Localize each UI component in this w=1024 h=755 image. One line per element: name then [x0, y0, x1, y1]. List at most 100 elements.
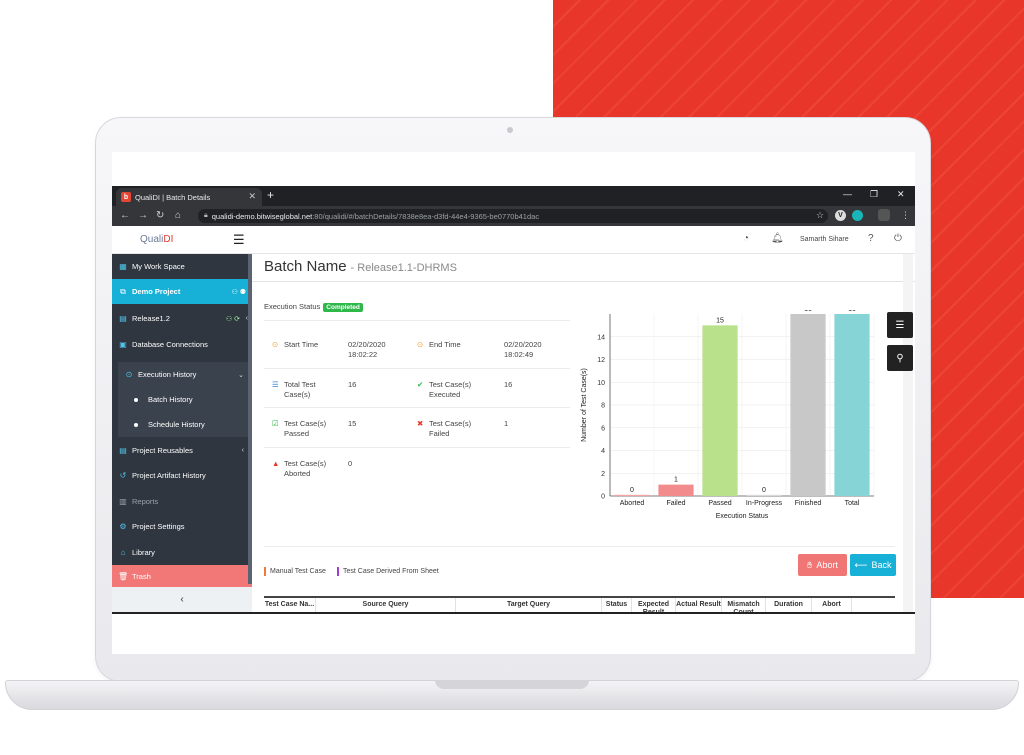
chevron-left-icon[interactable]: ‹: [241, 447, 244, 454]
back-arrow-icon[interactable]: ←: [120, 210, 130, 221]
sidebar-item-project-settings[interactable]: ⚙ Project Settings: [119, 522, 185, 531]
table-column-header[interactable]: Status: [602, 598, 632, 612]
main-content: Batch Name - Release1.1-DHRMS Execution S…: [252, 254, 915, 616]
dashboard-gauge-icon[interactable]: ◔: [743, 233, 750, 244]
failed-value: 1: [504, 419, 509, 428]
divider: [264, 546, 895, 547]
browser-address-bar: ← → ↻ ⌂ 🔒︎ qualidi-demo.bitwiseglobal.ne…: [112, 206, 915, 226]
sidebar-item-project-reusables[interactable]: ▤ Project Reusables ‹: [119, 446, 244, 455]
x-tick-label: Failed: [666, 500, 685, 507]
table-column-header[interactable]: Source Query: [316, 598, 456, 612]
sidebar-item-schedule-history[interactable]: Schedule History: [118, 412, 248, 437]
main-scrollbar[interactable]: [903, 254, 913, 612]
power-icon[interactable]: ⏻: [894, 233, 902, 244]
chevron-left-icon[interactable]: ‹: [245, 315, 248, 322]
bullet-icon: [134, 397, 138, 402]
aborted-value: 0: [348, 459, 353, 468]
bar-passed[interactable]: [702, 325, 738, 496]
chevron-down-icon[interactable]: ⌄: [238, 371, 244, 379]
maximize-icon[interactable]: ❐: [870, 189, 879, 199]
sidebar-item-batch-history[interactable]: Batch History: [118, 387, 248, 412]
sidebar-item-reports[interactable]: ▥ Reports: [119, 497, 159, 506]
artifact-history-icon: ↺: [119, 471, 127, 480]
bar-total[interactable]: [834, 314, 870, 496]
clock-icon: ⊙: [272, 340, 279, 349]
browser-tab-bar: b QualiDI | Batch Details ✕ + — ❐ ✕: [112, 186, 915, 206]
back-button[interactable]: ⟵ Back: [850, 554, 896, 576]
url-path: :80/qualidi/#/batchDetails/7838e8ea-d3fd…: [312, 211, 540, 221]
bell-icon[interactable]: 🔔︎: [771, 233, 784, 244]
aborted-label: Test Case(s) Aborted: [284, 459, 327, 478]
y-tick-label: 14: [597, 334, 605, 341]
execution-status-bar-chart: 0 2 4 6 8 10 12 14 0 Aborted 1 Failed 15 Passed 0 In-Pr…: [581, 310, 875, 520]
side-menu-button[interactable]: ☰: [887, 312, 913, 338]
table-column-header[interactable]: Duration: [766, 598, 812, 612]
sidebar-item-library[interactable]: ⌂ Library: [112, 540, 252, 565]
close-x-icon: ✖: [417, 419, 424, 428]
sidebar-collapse-button[interactable]: ‹: [112, 587, 252, 612]
tab-close-icon[interactable]: ✕: [248, 191, 256, 201]
bar-aborted[interactable]: [614, 494, 650, 496]
sidebar-scrollbar[interactable]: [248, 254, 252, 584]
table-column-header[interactable]: Mismatch Count: [722, 598, 766, 616]
extension-circle-icon[interactable]: [852, 210, 863, 221]
sidebar-item-my-workspace[interactable]: ▦ My Work Space: [119, 262, 185, 271]
qualidi-logo[interactable]: QualiDI: [140, 234, 174, 245]
reload-icon[interactable]: ↻: [156, 210, 165, 221]
minimize-icon[interactable]: —: [843, 189, 852, 199]
bookmark-star-icon[interactable]: ☆: [816, 210, 825, 220]
forward-arrow-icon[interactable]: →: [138, 210, 148, 221]
sidebar-item-execution-history[interactable]: ⊙ Execution History ⌄: [118, 362, 248, 387]
table-column-header[interactable]: Test Case Na...: [264, 598, 316, 612]
release-actions-icon[interactable]: ⚇ ⟳: [225, 315, 240, 323]
y-tick-label: 2: [601, 471, 605, 478]
table-column-header[interactable]: Target Query: [456, 598, 602, 612]
y-tick-label: 8: [601, 403, 605, 410]
sidebar-item-project-artifact-history[interactable]: ↺ Project Artifact History: [119, 471, 206, 480]
status-badge: Completed: [323, 303, 363, 312]
table-column-header[interactable]: Actual Result: [676, 598, 722, 612]
help-icon[interactable]: ?: [868, 233, 874, 244]
extension-v-icon[interactable]: V: [835, 210, 846, 221]
hand-stop-icon: ✋︎: [807, 559, 813, 570]
total-label: Total Test Case(s): [284, 380, 316, 399]
url-field[interactable]: 🔒︎ qualidi-demo.bitwiseglobal.net:80/qua…: [198, 209, 828, 223]
legend-manual: Manual Test Case: [264, 567, 326, 576]
user-name[interactable]: Samarth Sihare: [800, 236, 849, 243]
workspace-icon: ▦: [119, 262, 127, 271]
user-add-icon[interactable]: ⚇ ⚉: [231, 288, 247, 296]
abort-button[interactable]: ✋︎ Abort: [798, 554, 847, 576]
passed-value: 15: [348, 419, 357, 428]
page-title: Batch Name - Release1.1-DHRMS: [264, 258, 457, 275]
total-value: 16: [348, 380, 357, 389]
browser-menu-icon[interactable]: ⋮: [901, 210, 910, 220]
bar-in-progress[interactable]: [746, 494, 782, 496]
profile-avatar[interactable]: [878, 209, 890, 221]
bar-finished[interactable]: [790, 314, 826, 496]
project-tree-icon: ⧉: [120, 286, 126, 296]
chevron-left-icon: ‹: [180, 594, 184, 605]
y-tick-label: 6: [601, 425, 605, 432]
laptop-camera: [507, 127, 513, 133]
table-column-header[interactable]: Expected Result: [632, 598, 676, 616]
new-tab-icon[interactable]: +: [267, 188, 275, 202]
test-case-table-header: Test Case Na... Source Query Target Query S…: [264, 596, 895, 616]
hamburger-menu-icon[interactable]: ☰: [233, 232, 245, 247]
window-close-icon[interactable]: ✕: [897, 189, 905, 199]
side-search-button[interactable]: ⚲: [887, 345, 913, 371]
check-circle-icon: ✔: [417, 380, 424, 389]
sidebar-item-database-connections[interactable]: ▣ Database Connections: [119, 340, 208, 349]
sidebar-item-demo-project[interactable]: ⧉ Demo Project ⚇ ⚉: [112, 279, 252, 304]
bar-failed[interactable]: [658, 484, 694, 496]
start-time-value: 02/20/2020 18:02:22: [348, 340, 386, 359]
bar-value-label: 15: [716, 317, 724, 324]
sidebar-item-release[interactable]: ▤ Release1.2 ⚇ ⟳ ‹: [119, 314, 248, 323]
table-column-header[interactable]: Abort: [812, 598, 852, 612]
x-tick-label: In-Progress: [746, 500, 783, 507]
sidebar-item-trash[interactable]: 🗑︎ Trash: [112, 565, 252, 587]
browser-tab[interactable]: b QualiDI | Batch Details ✕: [116, 188, 262, 206]
divider: [252, 281, 915, 282]
lock-icon: 🔒︎: [204, 212, 208, 219]
search-icon: ⚲: [896, 352, 904, 364]
home-icon[interactable]: ⌂: [175, 210, 182, 221]
